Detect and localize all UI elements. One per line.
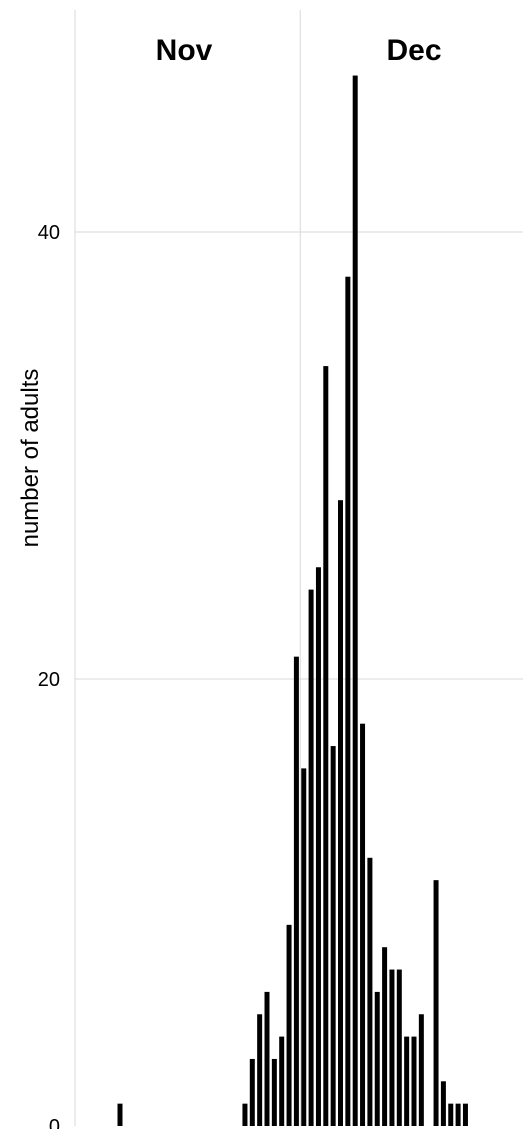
month-label-dec: Dec [386,34,441,67]
y-tick-labels: 0 20 40 [38,222,60,1129]
bar [374,991,380,1126]
bar [382,947,388,1126]
bar [440,1081,446,1126]
bar [257,1014,263,1126]
bar [345,276,351,1126]
bar [367,857,373,1126]
y-axis-label: number of adults [17,369,44,548]
bar [301,768,307,1126]
bar [264,991,270,1126]
bar [418,1014,424,1126]
bar [404,1036,410,1126]
bar [352,75,358,1126]
bar [360,723,366,1126]
bar [293,656,299,1126]
bar [462,1103,468,1126]
y-tick-40: 40 [38,222,60,244]
bar [315,567,321,1126]
y-tick-20: 20 [38,669,60,691]
bar [271,1058,277,1126]
month-labels: Nov Dec [156,34,442,67]
bar [117,1103,123,1126]
gridlines [74,10,523,1126]
bar [323,366,329,1127]
bar [242,1103,248,1126]
bar [308,589,314,1126]
bar [286,924,292,1126]
bars [117,75,468,1127]
bar [411,1036,417,1126]
bar [448,1103,454,1126]
bar [338,500,343,1126]
month-label-nov: Nov [156,34,213,67]
bar [330,746,336,1126]
bar [249,1058,255,1126]
bar [455,1103,461,1126]
bar [433,880,439,1126]
bar [279,1036,285,1126]
y-tick-0: 0 [49,1116,60,1129]
bar [389,969,395,1126]
bar [396,969,402,1126]
